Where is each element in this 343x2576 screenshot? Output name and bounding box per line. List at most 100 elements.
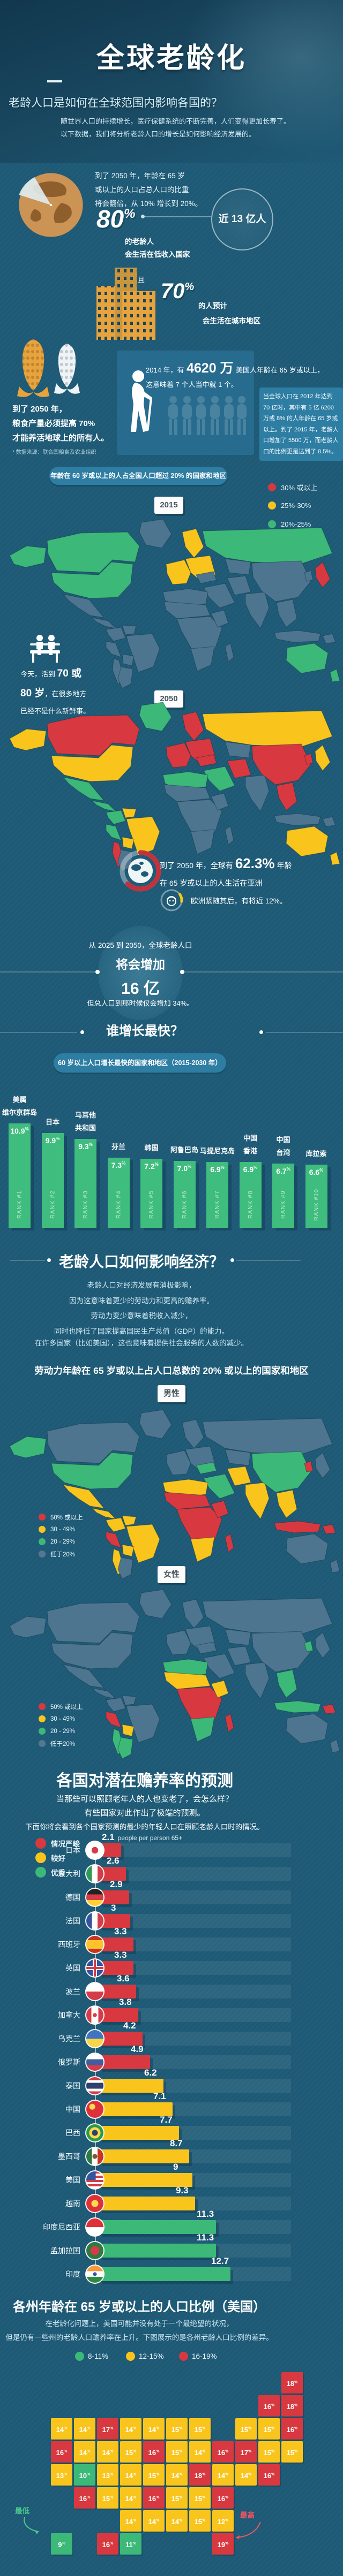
state-KY: 14%	[166, 2464, 188, 2486]
rank-bar-value: 6.6%	[309, 1168, 324, 1176]
legend-item: 12-15%	[126, 2352, 164, 2361]
state-CO: 13%	[97, 2464, 118, 2486]
highest-arrow	[235, 2521, 261, 2539]
flag-icon-france	[85, 1911, 105, 1931]
state-value: 17%	[240, 2449, 252, 2457]
dep-country-label: 波兰	[65, 1987, 80, 1996]
state-value: 16%	[263, 2472, 275, 2480]
legend-item: 低于20%	[39, 1549, 75, 1559]
region-korea	[304, 1461, 314, 1472]
region-sahel	[163, 784, 211, 802]
legend-label: 50% 或以上	[50, 1514, 83, 1521]
flag-icon-ukraine	[85, 2029, 105, 2048]
state-value: 15%	[286, 2449, 298, 2457]
region-australia	[286, 826, 329, 857]
growth-big-number: 16 亿	[121, 980, 160, 998]
dep-country-label: 俄罗斯	[58, 2058, 80, 2066]
region-mexico	[62, 777, 105, 801]
rank-bar-label-line: 库拉索	[305, 1150, 327, 1158]
fastest-deco-dot-left	[80, 1030, 84, 1034]
legend-dependency: 情况严峻 较好 优秀	[35, 1838, 110, 1886]
page-subtitle: 老龄人口是如何在全球范围内影响各国的？	[9, 97, 222, 109]
rank-bar-value: 7.3%	[111, 1161, 126, 1169]
dep-country-label: 泰国	[65, 2081, 80, 2090]
region-japan	[315, 1452, 331, 1479]
rank-bar-label-line: 中国	[243, 1134, 257, 1142]
legend-label: 16-19%	[192, 2352, 217, 2361]
state-AL: 15%	[189, 2510, 211, 2532]
region-australia	[286, 643, 329, 674]
dep-bar-track	[99, 1867, 291, 1881]
stat-70-label-1: 的人预计	[198, 302, 227, 310]
growth-line-1: 从 2025 到 2050，全球老龄人口	[88, 941, 192, 949]
region-centralasia	[225, 1629, 251, 1646]
growth-line-left	[0, 971, 95, 972]
state-value: 14%	[171, 2518, 183, 2526]
state-MT: 17%	[97, 2418, 118, 2440]
economy-title: 老龄人口如何影响经济？	[58, 1253, 224, 1270]
state-IN: 14%	[189, 2441, 211, 2463]
food-source-note: * 数据来源：联合国粮食及农业组织	[12, 450, 96, 455]
region-madagascar	[225, 1533, 234, 1553]
state-IA: 16%	[143, 2441, 165, 2463]
legend-dot	[268, 501, 276, 510]
state-SD: 15%	[120, 2441, 141, 2463]
rank-bar	[206, 1162, 228, 1228]
dep-bar	[99, 2032, 143, 2046]
region-turkey	[196, 754, 217, 767]
region-india	[245, 1482, 270, 1519]
dep-bar-value: 2.9	[110, 1879, 123, 1889]
dep-bar-value: 6.2	[144, 2068, 157, 2078]
rank-bar	[173, 1161, 196, 1228]
state-ID: 14%	[74, 2418, 95, 2440]
flag-icon-mexico	[85, 2147, 105, 2166]
region-russia	[202, 710, 333, 748]
dep-bar	[99, 2126, 179, 2140]
food-line-2: 粮食产量必须提高 70%	[12, 419, 95, 428]
region-india	[245, 591, 270, 629]
region-bolivia	[122, 1544, 135, 1557]
rank-bar-label: 库拉索	[294, 1148, 339, 1160]
map-tag-male: 男性	[158, 1385, 185, 1402]
asia-stat-line-2: 在 65 岁或以上的人生活在亚洲	[160, 879, 263, 887]
header-hero	[0, 0, 343, 163]
region-alaska	[9, 1436, 47, 1458]
flag-icon-spain	[85, 1935, 105, 1954]
rank-bar-value: 9.9%	[45, 1136, 60, 1145]
region-iran	[227, 1466, 251, 1486]
world-map-male	[9, 1409, 340, 1579]
state-value: 14%	[148, 2426, 160, 2434]
region-bolivia	[122, 1724, 135, 1737]
region-mideast	[203, 1653, 235, 1679]
rank-bar-label-line: 台湾	[276, 1149, 290, 1157]
world-2012-panel: 当全球人口在 2012 年达到 70 亿时，其中有 5 亿 6200 万或 8%…	[259, 387, 343, 461]
state-value: 18%	[194, 2472, 206, 2480]
region-canada	[47, 531, 140, 573]
region-safrica	[190, 1716, 215, 1742]
legend-item: 50% 或以上	[39, 1513, 83, 1522]
state-value: 9%	[58, 2541, 65, 2549]
dep-country-label: 法国	[65, 1917, 80, 1925]
region-sea	[276, 1490, 297, 1518]
state-value: 14%	[148, 2518, 160, 2526]
state-VT: 16%	[258, 2395, 280, 2417]
state-ND: 14%	[120, 2418, 141, 2440]
region-korea	[304, 570, 314, 582]
state-OH: 16%	[212, 2441, 234, 2463]
region-mexico	[62, 1664, 105, 1689]
legend-item: 20%-25%	[268, 520, 311, 529]
dep-bar-value: 3	[111, 1903, 116, 1913]
region-venezuela	[122, 808, 137, 818]
usmap-title: 各州年龄在 65 岁或以上的人口比例（美国）	[12, 2300, 266, 2314]
fastest-deco-dot-right	[259, 1030, 263, 1034]
state-PA: 17%	[235, 2441, 257, 2463]
legend-map-female: 50% 或以上 30 - 49% 20 - 29% 低于20%	[39, 1702, 108, 1756]
state-DE: 16%	[258, 2464, 280, 2486]
legend-item: 8-11%	[75, 2352, 108, 2361]
state-NM: 15%	[97, 2487, 118, 2509]
legend-item: 16-19%	[179, 2352, 217, 2361]
flag-icon-usa	[85, 2170, 105, 2190]
lowest-arrow	[24, 2517, 39, 2534]
state-WV: 18%	[189, 2464, 211, 2486]
dep-bar	[99, 1961, 133, 1975]
